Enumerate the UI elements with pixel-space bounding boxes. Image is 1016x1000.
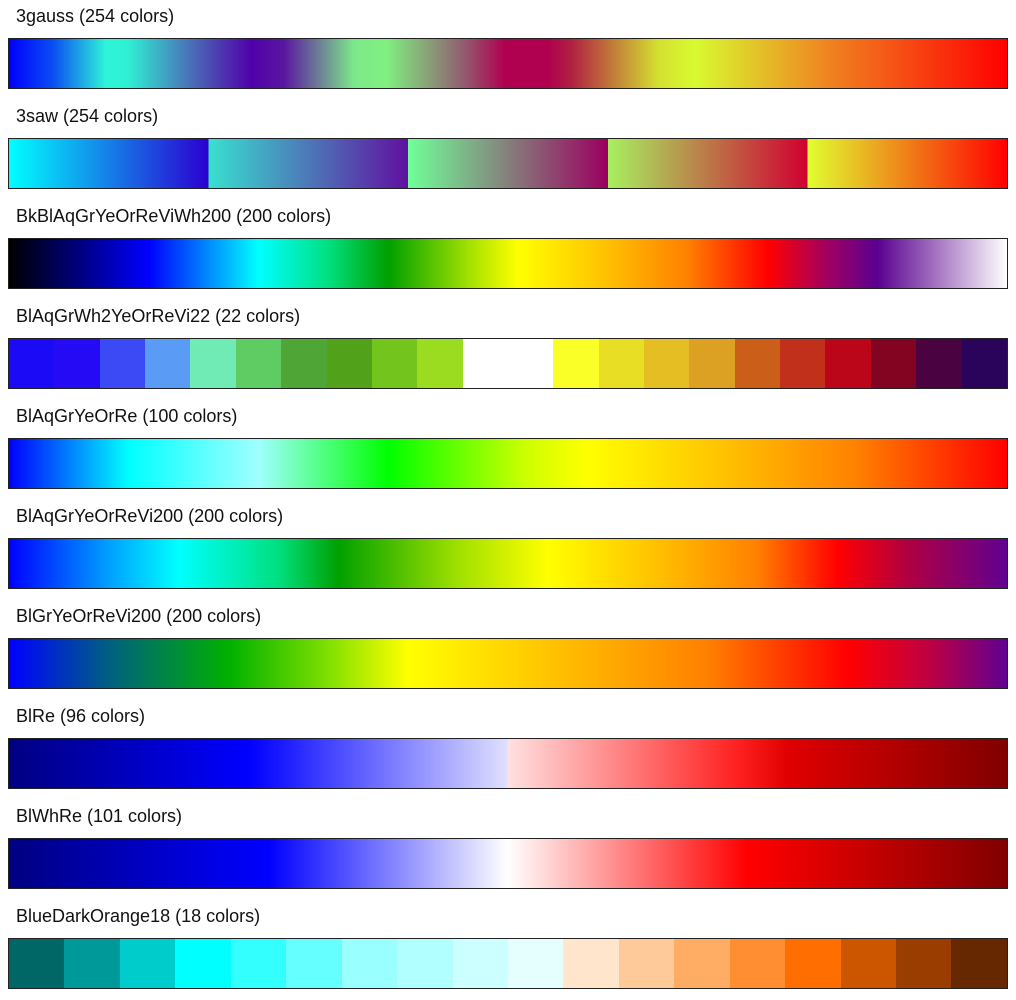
color-swatch (54, 339, 100, 388)
colormap-row: BkBlAqGrYeOrReViWh200 (200 colors) (0, 200, 1016, 300)
colormap-row: BlAqGrWh2YeOrReVi22 (22 colors) (0, 300, 1016, 400)
colormap-bar (8, 538, 1008, 589)
color-swatch (417, 339, 463, 388)
gradient-fill (9, 239, 1007, 288)
color-swatch (230, 939, 287, 988)
color-swatch (507, 339, 554, 388)
color-swatch (119, 939, 176, 988)
color-swatch (689, 339, 735, 388)
colormap-bar (8, 938, 1008, 989)
color-swatch (674, 939, 730, 988)
color-swatch (145, 339, 191, 388)
color-swatch (951, 939, 1007, 988)
colormap-row: BlRe (96 colors) (0, 700, 1016, 800)
colormap-bar (8, 38, 1008, 89)
color-swatch (785, 939, 841, 988)
color-swatch (64, 939, 120, 988)
color-swatch (598, 339, 645, 388)
colormap-label: BlueDarkOrange18 (18 colors) (16, 906, 261, 926)
color-swatch (371, 339, 418, 388)
colormap-label: 3saw (254 colors) (16, 106, 159, 126)
color-swatch (397, 939, 453, 988)
colormap-label: BkBlAqGrYeOrReViWh200 (200 colors) (16, 206, 332, 226)
colormap-label: BlAqGrYeOrReVi200 (200 colors) (16, 506, 284, 526)
colormap-bar (8, 238, 1008, 289)
color-swatch (452, 939, 508, 988)
colormap-label: 3gauss (254 colors) (16, 6, 175, 26)
colormap-row: BlGrYeOrReVi200 (200 colors) (0, 600, 1016, 700)
color-swatch (644, 339, 690, 388)
colormap-bar (8, 638, 1008, 689)
color-swatch (507, 939, 564, 988)
color-swatch (462, 339, 508, 388)
gradient-fill (9, 839, 1007, 888)
colormap-label: BlRe (96 colors) (16, 706, 146, 726)
colormap-row: 3saw (254 colors) (0, 100, 1016, 200)
colormap-row: BlWhRe (101 colors) (0, 800, 1016, 900)
color-swatch (734, 339, 781, 388)
gradient-fill (9, 539, 1007, 588)
colormap-row: BlueDarkOrange18 (18 colors) (0, 900, 1016, 1000)
color-swatch (563, 939, 619, 988)
gradient-fill (9, 639, 1007, 688)
color-swatch (9, 339, 55, 388)
colormap-label: BlAqGrWh2YeOrReVi22 (22 colors) (16, 306, 301, 326)
color-swatch (553, 339, 599, 388)
colormap-row: 3gauss (254 colors) (0, 0, 1016, 100)
color-swatch (175, 939, 231, 988)
colormap-bar (8, 138, 1008, 189)
color-swatch (729, 939, 786, 988)
colormap-row: BlAqGrYeOrRe (100 colors) (0, 400, 1016, 500)
color-swatch (235, 339, 282, 388)
color-swatch (618, 939, 675, 988)
colormap-bar (8, 438, 1008, 489)
color-swatch (99, 339, 146, 388)
colormap-label: BlWhRe (101 colors) (16, 806, 183, 826)
colormap-row: BlAqGrYeOrReVi200 (200 colors) (0, 500, 1016, 600)
gradient-fill (9, 39, 548, 88)
color-swatch (281, 339, 327, 388)
color-swatch (825, 339, 871, 388)
color-swatch (840, 939, 896, 988)
color-swatch (961, 339, 1007, 388)
color-swatch (9, 939, 65, 988)
colormap-bar (8, 738, 1008, 789)
color-swatch (916, 339, 962, 388)
color-swatch (780, 339, 826, 388)
color-swatch (326, 339, 372, 388)
colormap-bar (8, 838, 1008, 889)
gradient-fill (547, 39, 1007, 88)
colormap-label: BlAqGrYeOrRe (100 colors) (16, 406, 238, 426)
gradient-fill (9, 739, 1007, 788)
color-swatch (341, 939, 398, 988)
colormap-bar (8, 338, 1008, 389)
color-swatch (286, 939, 342, 988)
colormap-label: BlGrYeOrReVi200 (200 colors) (16, 606, 262, 626)
color-swatch (896, 939, 952, 988)
gradient-fill (9, 439, 1007, 488)
color-swatch (870, 339, 917, 388)
color-swatch (190, 339, 236, 388)
gradient-fill (9, 139, 1007, 188)
